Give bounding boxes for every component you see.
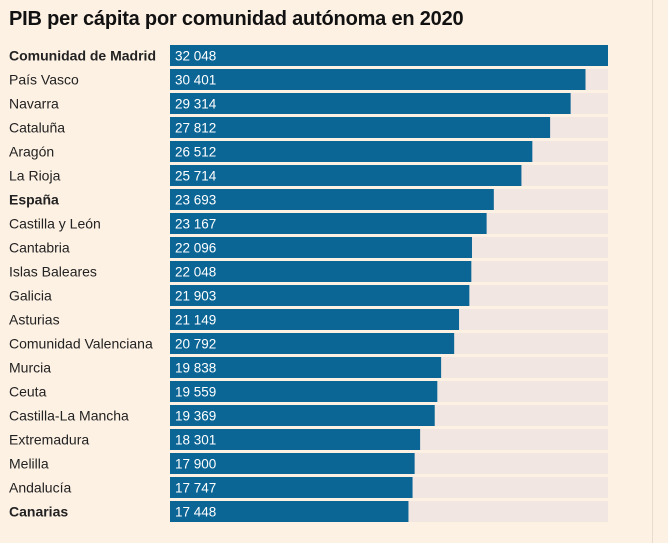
value-label: 19 559 — [175, 385, 216, 400]
value-label: 22 048 — [175, 265, 216, 280]
category-label: Aragón — [9, 144, 54, 160]
value-label: 17 448 — [175, 505, 216, 520]
category-label: Murcia — [9, 360, 51, 376]
bar — [170, 285, 470, 306]
category-label: Islas Baleares — [9, 264, 97, 280]
value-label: 22 096 — [175, 241, 216, 256]
value-label: 27 812 — [175, 121, 216, 136]
bar — [170, 333, 455, 354]
value-label: 25 714 — [175, 169, 217, 184]
category-label: Galicia — [9, 288, 52, 304]
category-label: Cantabria — [9, 240, 70, 256]
category-label: País Vasco — [9, 72, 79, 88]
category-label: Melilla — [9, 456, 49, 472]
bar — [170, 477, 413, 498]
bar — [170, 141, 533, 162]
category-label: Extremadura — [9, 432, 89, 448]
value-label: 17 900 — [175, 457, 216, 472]
divider — [652, 0, 653, 543]
bar — [170, 189, 494, 210]
bar — [170, 381, 438, 402]
category-label: Ceuta — [9, 384, 47, 400]
bar — [170, 405, 435, 426]
bar — [170, 309, 460, 330]
bar — [170, 237, 472, 258]
bar — [170, 453, 415, 474]
bar — [170, 501, 409, 522]
bar — [170, 117, 551, 138]
bar — [170, 429, 421, 450]
category-label: Comunidad de Madrid — [9, 48, 156, 64]
value-label: 19 838 — [175, 361, 216, 376]
value-label: 21 149 — [175, 313, 216, 328]
bar — [170, 357, 442, 378]
category-label: Comunidad Valenciana — [9, 336, 153, 352]
value-label: 30 401 — [175, 73, 216, 88]
value-label: 29 314 — [175, 97, 217, 112]
value-label: 26 512 — [175, 145, 216, 160]
category-label: Cataluña — [9, 120, 65, 136]
bar — [170, 45, 608, 66]
category-label: España — [9, 192, 59, 208]
bar — [170, 69, 586, 90]
category-label: Asturias — [9, 312, 60, 328]
value-label: 23 167 — [175, 217, 216, 232]
value-label: 20 792 — [175, 337, 216, 352]
value-label: 21 903 — [175, 289, 216, 304]
category-label: Andalucía — [9, 480, 71, 496]
value-label: 23 693 — [175, 193, 216, 208]
bar — [170, 261, 472, 282]
value-label: 32 048 — [175, 49, 216, 64]
category-label: Canarias — [9, 504, 68, 520]
bar — [170, 93, 571, 114]
category-label: Castilla-La Mancha — [9, 408, 129, 424]
bar — [170, 165, 522, 186]
category-label: La Rioja — [9, 168, 61, 184]
chart-title: PIB per cápita por comunidad autónoma en… — [9, 8, 464, 30]
value-label: 19 369 — [175, 409, 216, 424]
value-label: 17 747 — [175, 481, 216, 496]
category-label: Castilla y León — [9, 216, 101, 232]
value-label: 18 301 — [175, 433, 216, 448]
bar — [170, 213, 487, 234]
category-label: Navarra — [9, 96, 59, 112]
